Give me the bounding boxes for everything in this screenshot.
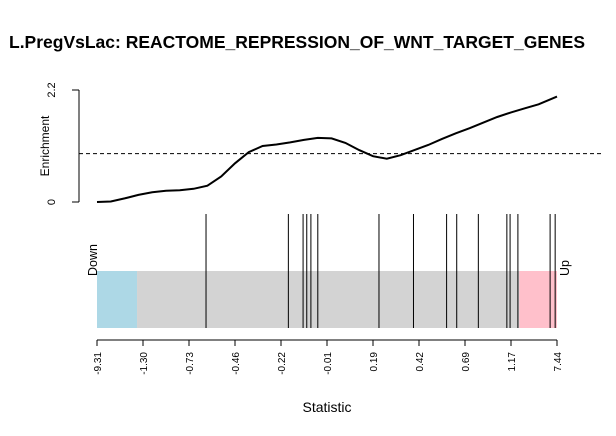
barcode-panel: Down Up: [86, 214, 572, 328]
x-tick-label: 0.42: [415, 352, 426, 372]
enrichment-curve: [96, 95, 558, 203]
x-ticks: -9.31 -1.30 -0.73 -0.46 -0.22 -0.01 0.19 0.42 0.…: [93, 340, 564, 375]
y-tick-label-2-2: 2.2: [46, 82, 58, 97]
x-tick-label: -1.30: [139, 352, 150, 375]
up-label: Up: [558, 260, 572, 276]
x-tick-label: -9.31: [93, 352, 104, 375]
chart-title: L.PregVsLac: REACTOME_REPRESSION_OF_WNT_…: [9, 32, 585, 52]
down-label: Down: [86, 244, 100, 276]
down-region: [97, 271, 138, 328]
x-tick-label: 0.19: [369, 352, 380, 372]
y-axis-label: Enrichment: [38, 115, 52, 176]
x-axis: -9.31 -1.30 -0.73 -0.46 -0.22 -0.01 0.19 0.42 0.…: [93, 339, 564, 415]
x-tick-label: -0.22: [277, 352, 288, 375]
x-tick-label: 1.17: [507, 352, 518, 372]
x-tick-label: -0.01: [323, 352, 334, 375]
middle-region: [137, 271, 520, 328]
x-tick-label: -0.46: [231, 352, 242, 375]
enrichment-panel: 0 2.2 Enrichment: [38, 82, 604, 205]
x-tick-label: 0.69: [461, 352, 472, 372]
up-region: [519, 271, 557, 328]
x-axis-label: Statistic: [302, 399, 351, 415]
y-tick-label-0: 0: [46, 199, 58, 205]
gene-bars: [205, 214, 556, 328]
x-tick-label: -0.73: [185, 352, 196, 375]
x-tick-label: 7.44: [553, 352, 564, 372]
